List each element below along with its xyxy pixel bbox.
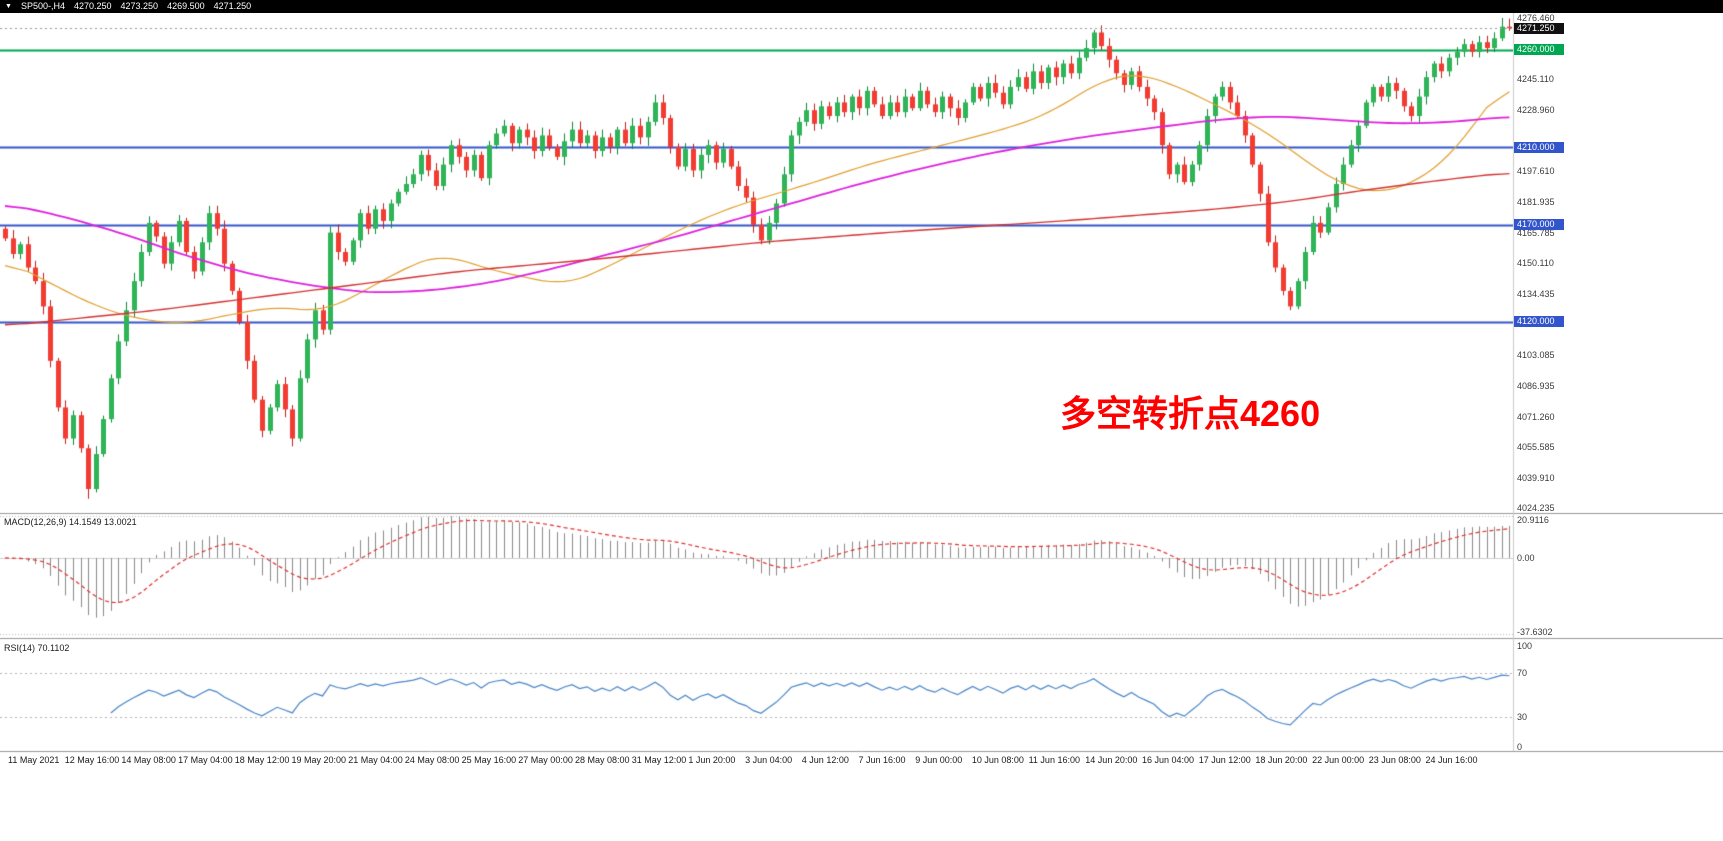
time-axis-label: 18 May 12:00 <box>234 755 290 765</box>
rsi-scale-label: 0 <box>1517 742 1523 752</box>
time-axis-label: 14 Jun 20:00 <box>1085 755 1138 765</box>
price-axis-label: 4228.960 <box>1517 105 1555 116</box>
chart-symbol-triangle-icon[interactable]: ▼ <box>5 3 12 10</box>
macd-scale-label: 20.9116 <box>1517 515 1549 525</box>
price-level-badge: 4260.000 <box>1514 44 1564 56</box>
time-axis-label: 25 May 16:00 <box>461 755 517 765</box>
price-axis-label: 4134.435 <box>1517 288 1555 299</box>
time-axis-label: 12 May 16:00 <box>64 755 120 765</box>
time-axis-label: 1 Jun 20:00 <box>688 755 736 765</box>
time-axis-label: 22 Jun 00:00 <box>1312 755 1365 765</box>
price-axis-label: 4103.085 <box>1517 349 1555 360</box>
price-axis-label: 4165.785 <box>1517 228 1555 238</box>
ohlc-open-value: 4270.250 <box>73 1 112 11</box>
time-axis-label: 4 Jun 12:00 <box>801 755 849 765</box>
macd-scale-label: 0.00 <box>1517 552 1535 563</box>
time-axis-label: 17 Jun 12:00 <box>1198 755 1251 765</box>
price-axis-label: 4071.260 <box>1517 411 1555 422</box>
time-axis-label: 24 May 08:00 <box>404 755 460 765</box>
ohlc-high-value: 4273.250 <box>120 1 159 11</box>
ohlc-low-value: 4269.500 <box>167 1 205 11</box>
price-axis-label: 4276.460 <box>1517 12 1555 23</box>
price-axis-label: 4197.610 <box>1517 166 1555 177</box>
rsi-scale-label: 100 <box>1517 641 1533 651</box>
time-axis-label: 3 Jun 04:00 <box>745 755 793 765</box>
macd-scale-label: -37.6302 <box>1517 627 1553 637</box>
price-axis-label: 4086.935 <box>1517 381 1555 392</box>
price-level-badge: 4170.000 <box>1514 219 1564 231</box>
annotation-text: 多空转折点4260 <box>1060 393 1321 434</box>
time-axis-label: 11 Jun 16:00 <box>1028 755 1080 765</box>
ohlc-close-value: 4271.250 <box>213 1 252 11</box>
price-axis-label: 4039.910 <box>1517 472 1555 483</box>
chart-header: ▼ SP500-,H4 4270.250 4273.250 4269.500 4… <box>0 0 1723 13</box>
rsi-scale-label: 70 <box>1517 668 1528 678</box>
time-axis-label: 11 May 2021 <box>8 755 60 765</box>
time-axis-label: 17 May 04:00 <box>178 755 233 765</box>
time-axis-label: 27 May 00:00 <box>518 755 573 765</box>
time-axis-label: 24 Jun 16:00 <box>1425 755 1478 765</box>
price-axis-label: 4024.235 <box>1517 503 1555 514</box>
time-axis-label: 9 Jun 00:00 <box>915 755 963 765</box>
price-level-badge: 4210.000 <box>1514 141 1564 153</box>
time-axis-label: 23 Jun 08:00 <box>1368 755 1421 765</box>
price-level-badge: 4120.000 <box>1514 316 1564 328</box>
time-axis-label: 28 May 08:00 <box>575 755 630 765</box>
current-price-badge: 4271.250 <box>1514 22 1564 34</box>
price-axis-label: 4245.110 <box>1517 73 1554 84</box>
time-axis-label: 16 Jun 04:00 <box>1142 755 1195 765</box>
time-axis[interactable]: 11 May 2021 12 May 16:00 14 May 08:00 17 Ma… <box>0 755 1513 773</box>
rsi-indicator-label: RSI(14) 70.1102 <box>4 643 70 653</box>
price-axis-label: 4150.110 <box>1517 258 1554 269</box>
time-axis-label: 19 May 20:00 <box>291 755 347 765</box>
symbol-timeframe-label: SP500-,H4 <box>20 1 65 11</box>
time-axis-label: 21 May 04:00 <box>348 755 403 765</box>
price-axis-label: 4055.585 <box>1517 442 1555 453</box>
time-axis-label: 18 Jun 20:00 <box>1255 755 1308 765</box>
time-axis-label: 10 Jun 08:00 <box>971 755 1024 765</box>
rsi-scale-label: 30 <box>1517 712 1528 722</box>
price-axis-label: 4181.935 <box>1517 196 1555 207</box>
macd-indicator-label: MACD(12,26,9) 14.1549 13.0021 <box>4 517 137 527</box>
time-axis-label: 31 May 12:00 <box>631 755 687 765</box>
time-axis-label: 14 May 08:00 <box>121 755 176 765</box>
time-axis-label: 7 Jun 16:00 <box>858 755 906 765</box>
